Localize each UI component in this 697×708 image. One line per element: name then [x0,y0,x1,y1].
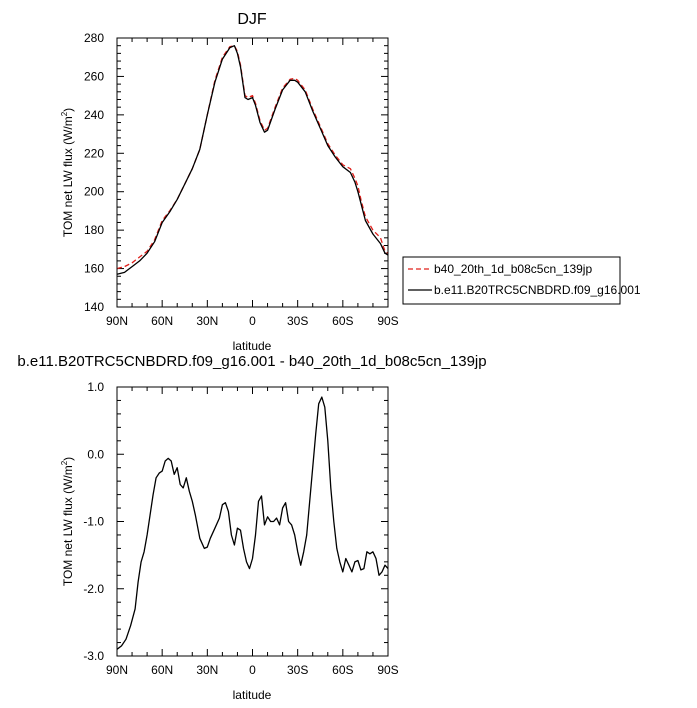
legend-box [402,256,621,305]
top-y-tick-label: 220 [84,146,104,160]
top-legend: b40_20th_1d_b08c5cn_139jp b.e11.B20TRC5C… [402,256,641,305]
top-x-tick-label: 60N [151,314,173,328]
bottom-chart-title: b.e11.B20TRC5CNBDRD.f09_g16.001 - b40_20… [17,353,486,370]
top-x-tick-label: 30S [287,314,308,328]
bottom-x-tick-label: 0 [249,663,256,677]
top-chart: DJF 90N 60N 30N 0 30S 60S 90S 140 160 180 200 220 24… [60,11,641,353]
top-y-tick-label: 200 [84,185,104,199]
bottom-x-tick-label: 90S [377,663,398,677]
top-y-tick-label: 280 [84,31,104,45]
bottom-chart: b.e11.B20TRC5CNBDRD.f09_g16.001 - b40_20… [17,353,486,702]
top-x-tick-label: 90S [377,314,398,328]
bottom-axis-ticks: 90N 60N 30N 0 30S 60S 90S -3.0 -2.0 -1.0 0.0 1.0 [83,380,398,677]
top-y-tick-label: 260 [84,69,104,83]
bottom-x-axis-label: latitude [233,688,272,702]
legend-label-series-1: b40_20th_1d_b08c5cn_139jp [434,262,592,276]
top-y-tick-label: 140 [84,300,104,314]
bottom-x-tick-label: 90N [106,663,128,677]
bottom-y-tick-label: -2.0 [83,582,104,596]
top-y-tick-label: 240 [84,108,104,122]
top-x-tick-label: 0 [249,314,256,328]
legend-label-series-2: b.e11.B20TRC5CNBDRD.f09_g16.001 [434,283,641,297]
top-plot-frame [116,37,389,308]
bottom-series-group [116,396,389,650]
top-y-tick-label: 160 [84,262,104,276]
top-series-group [116,45,389,275]
bottom-y-axis-label: TOM net LW flux (W/m2) [60,457,75,586]
top-x-axis-label: latitude [233,339,272,353]
bottom-y-tick-label: 0.0 [87,447,104,461]
top-y-axis-label: TOM net LW flux (W/m2) [60,108,75,237]
bottom-y-tick-label: -1.0 [83,515,104,529]
top-axis-ticks: 90N 60N 30N 0 30S 60S 90S 140 160 180 200 220 240 260… [84,31,399,328]
bottom-y-tick-label: -3.0 [83,649,104,663]
top-x-tick-label: 60S [332,314,353,328]
bottom-plot-frame [116,386,389,657]
top-chart-title: DJF [237,11,267,28]
bottom-x-tick-label: 30N [196,663,218,677]
top-x-tick-label: 30N [196,314,218,328]
top-y-tick-label: 180 [84,223,104,237]
bottom-x-tick-label: 60N [151,663,173,677]
bottom-x-tick-label: 30S [287,663,308,677]
bottom-series-line-1 [116,396,389,650]
top-series-line-2 [116,45,389,275]
bottom-x-tick-label: 60S [332,663,353,677]
bottom-y-tick-label: 1.0 [87,380,104,394]
top-x-tick-label: 90N [106,314,128,328]
